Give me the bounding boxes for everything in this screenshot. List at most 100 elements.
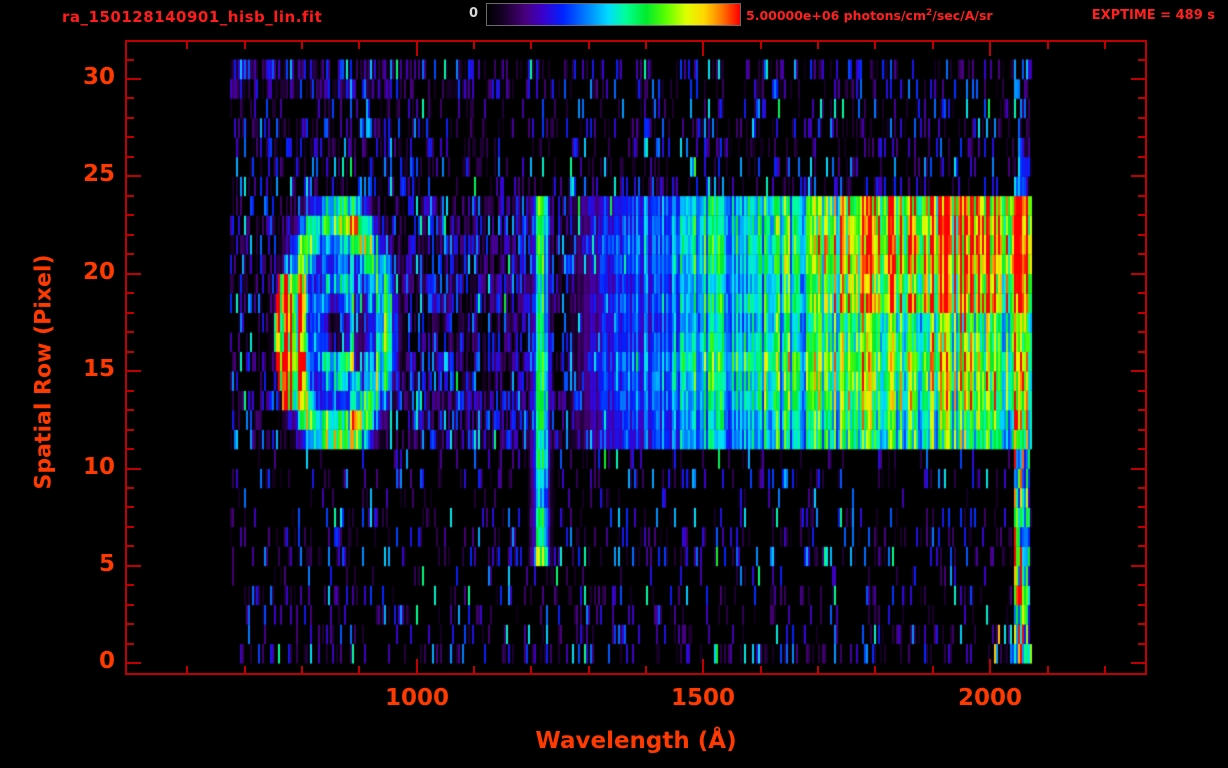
colorbar [486, 3, 741, 26]
x-major-tick [989, 659, 991, 673]
y-tick-label: 30 [82, 64, 115, 90]
x-major-tick [702, 42, 704, 56]
heatmap-canvas [127, 42, 1145, 673]
x-major-tick [989, 42, 991, 56]
x-major-tick [416, 42, 418, 56]
y-minor-tick [127, 195, 134, 197]
y-minor-tick [127, 604, 134, 606]
y-major-tick [127, 78, 141, 80]
colorbar-units-post: /sec/A/sr [932, 8, 993, 24]
y-major-tick [1131, 78, 1145, 80]
x-minor-tick [760, 42, 762, 49]
y-tick-label: 15 [82, 356, 115, 382]
x-minor-tick [760, 666, 762, 673]
x-minor-tick [530, 666, 532, 673]
x-minor-tick [301, 42, 303, 49]
x-minor-tick [244, 666, 246, 673]
x-minor-tick [645, 42, 647, 49]
x-minor-tick [186, 42, 188, 49]
x-minor-tick [1104, 42, 1106, 49]
y-minor-tick [1138, 429, 1145, 431]
exptime-label: EXPTIME = 489 s [1091, 8, 1215, 23]
y-minor-tick [1138, 351, 1145, 353]
colorbar-min-label: 0 [468, 6, 478, 21]
y-minor-tick [127, 448, 134, 450]
x-minor-tick [817, 42, 819, 49]
y-minor-tick [1138, 526, 1145, 528]
x-tick-label: 1000 [384, 685, 450, 711]
y-major-tick [1131, 370, 1145, 372]
x-minor-tick [358, 666, 360, 673]
y-minor-tick [127, 623, 134, 625]
y-minor-tick [127, 545, 134, 547]
y-major-tick [127, 565, 141, 567]
x-minor-tick [301, 666, 303, 673]
y-tick-label: 0 [98, 648, 115, 674]
y-minor-tick [127, 312, 134, 314]
y-minor-tick [1138, 643, 1145, 645]
y-minor-tick [127, 117, 134, 119]
x-tick-label: 1500 [670, 685, 736, 711]
x-minor-tick [932, 666, 934, 673]
y-minor-tick [1138, 448, 1145, 450]
y-minor-tick [127, 59, 134, 61]
colorbar-units-sup: 2 [925, 8, 933, 18]
y-tick-label: 5 [98, 551, 115, 577]
y-major-tick [1131, 468, 1145, 470]
y-minor-tick [1138, 214, 1145, 216]
y-minor-tick [127, 234, 134, 236]
colorbar-units-pre: photons/cm [839, 8, 926, 24]
y-minor-tick [1138, 136, 1145, 138]
y-tick-label: 25 [82, 161, 115, 187]
x-minor-tick [588, 42, 590, 49]
y-tick-label: 20 [82, 259, 115, 285]
y-minor-tick [127, 487, 134, 489]
x-minor-tick [932, 42, 934, 49]
y-minor-tick [1138, 584, 1145, 586]
x-minor-tick [473, 42, 475, 49]
filename-title: ra_150128140901_hisb_lin.fit [62, 8, 323, 26]
y-minor-tick [1138, 506, 1145, 508]
y-tick-label: 10 [82, 454, 115, 480]
plot-frame: 1000 1500 2000 0 5 10 15 20 25 30 [83, 40, 1147, 711]
y-minor-tick [127, 506, 134, 508]
y-minor-tick [1138, 117, 1145, 119]
x-minor-tick [1104, 666, 1106, 673]
y-minor-tick [127, 253, 134, 255]
y-minor-tick [1138, 604, 1145, 606]
y-minor-tick [1138, 156, 1145, 158]
x-minor-tick [645, 666, 647, 673]
y-major-tick [1131, 565, 1145, 567]
y-minor-tick [127, 643, 134, 645]
x-tick-label: 2000 [957, 685, 1023, 711]
y-major-tick [127, 175, 141, 177]
y-minor-tick [1138, 312, 1145, 314]
x-minor-tick [1047, 42, 1049, 49]
x-minor-tick [874, 666, 876, 673]
x-minor-tick [244, 42, 246, 49]
y-major-tick [127, 370, 141, 372]
colorbar-max-value: 5.00000e+06 [746, 8, 840, 24]
y-minor-tick [127, 351, 134, 353]
y-major-tick [127, 273, 141, 275]
y-minor-tick [1138, 253, 1145, 255]
y-minor-tick [1138, 195, 1145, 197]
y-minor-tick [127, 526, 134, 528]
y-minor-tick [127, 97, 134, 99]
y-minor-tick [1138, 234, 1145, 236]
y-minor-tick [1138, 623, 1145, 625]
y-axis-label: Spatial Row (Pixel) [31, 254, 57, 490]
y-major-tick [127, 468, 141, 470]
y-minor-tick [127, 584, 134, 586]
colorbar-max-label: 5.00000e+06 photons/cm2/sec/A/sr [746, 8, 993, 23]
x-minor-tick [186, 666, 188, 673]
y-major-tick [1131, 662, 1145, 664]
x-minor-tick [358, 42, 360, 49]
y-minor-tick [1138, 545, 1145, 547]
y-major-tick [1131, 273, 1145, 275]
y-minor-tick [127, 429, 134, 431]
y-minor-tick [1138, 331, 1145, 333]
y-minor-tick [1138, 292, 1145, 294]
y-minor-tick [1138, 97, 1145, 99]
